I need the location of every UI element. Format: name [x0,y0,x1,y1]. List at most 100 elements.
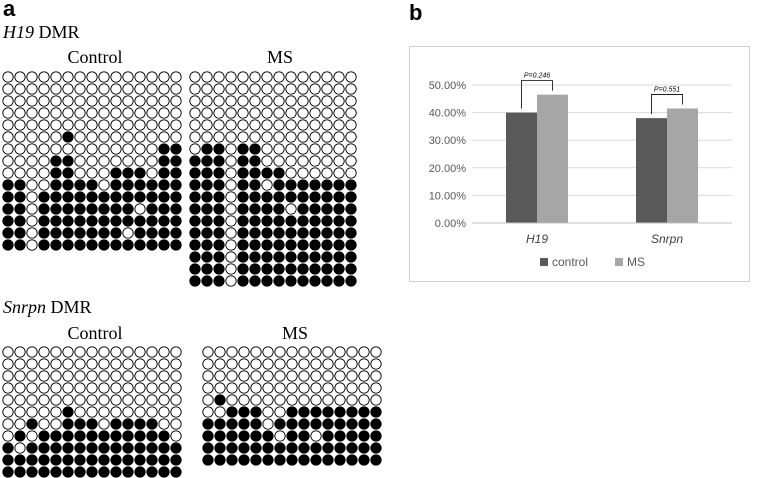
snrpn-ms-unmethylated-cpg [262,406,274,418]
h19-ms-unmethylated-cpg [237,131,249,143]
h19-ms-methylated-cpg [261,275,273,287]
h19-control-unmethylated-cpg [122,143,134,155]
h19-ms-unmethylated-cpg [261,107,273,119]
h19-ms-unmethylated-cpg [225,203,237,215]
snrpn-control-methylation-grid [2,346,182,478]
snrpn-control-unmethylated-cpg [14,418,26,430]
h19-control-unmethylated-cpg [38,155,50,167]
h19-ms-methylated-cpg [213,155,225,167]
h19-ms-unmethylated-cpg [321,71,333,83]
snrpn-ms-unmethylated-cpg [346,346,358,358]
h19-ms-unmethylated-cpg [345,119,357,131]
h19-ms-unmethylated-cpg [249,107,261,119]
snrpn-control-unmethylated-cpg [62,346,74,358]
snrpn-control-unmethylated-cpg [134,406,146,418]
snrpn-ms-unmethylated-cpg [214,346,226,358]
snrpn-control-methylated-cpg [110,418,122,430]
h19-control-unmethylated-cpg [110,119,122,131]
snrpn-control-unmethylated-cpg [146,358,158,370]
snrpn-ms-methylated-cpg [322,430,334,442]
h19-control-unmethylated-cpg [14,143,26,155]
snrpn-control-unmethylated-cpg [14,394,26,406]
h19-control-methylated-cpg [50,155,62,167]
snrpn-control-unmethylated-cpg [74,358,86,370]
h19-ms-unmethylated-cpg [285,119,297,131]
snrpn-ms-methylated-cpg [370,442,382,454]
snrpn-ms-methylated-cpg [238,406,250,418]
snrpn-ms-unmethylated-cpg [214,358,226,370]
h19-control-unmethylated-cpg [26,239,38,251]
h19-control-unmethylated-cpg [146,119,158,131]
h19-ms-methylated-cpg [285,263,297,275]
snrpn-ms-unmethylated-cpg [226,346,238,358]
h19-control-unmethylated-cpg [26,215,38,227]
panel-a-label: a [3,0,16,21]
h19-ms-methylated-cpg [249,263,261,275]
snrpn-ms-methylated-cpg [322,406,334,418]
h19-control-methylated-cpg [110,215,122,227]
h19-control-methylated-cpg [62,131,74,143]
h19-ms-methylated-cpg [333,179,345,191]
snrpn-ms-methylation-grid [202,346,382,466]
snrpn-control-methylated-cpg [158,466,170,478]
h19-ms-methylated-cpg [309,179,321,191]
y-tick-label: 30.00% [429,135,467,147]
h19-ms-unmethylated-cpg [333,167,345,179]
snrpn-control-unmethylated-cpg [62,370,74,382]
h19-ms-unmethylated-cpg [321,107,333,119]
h19-ms-methylated-cpg [345,203,357,215]
h19-ms-unmethylated-cpg [261,143,273,155]
snrpn-ms-unmethylated-cpg [274,406,286,418]
h19-ms-methylated-cpg [249,203,261,215]
snrpn-ms-methylated-cpg [250,442,262,454]
snrpn-ms-unmethylated-cpg [226,394,238,406]
snrpn-control-unmethylated-cpg [86,370,98,382]
snrpn-control-unmethylated-cpg [50,382,62,394]
h19-control-unmethylated-cpg [2,71,14,83]
h19-ms-methylated-cpg [273,227,285,239]
snrpn-ms-unmethylated-cpg [322,370,334,382]
h19-ms-methylated-cpg [297,215,309,227]
legend-label-control: control [552,255,588,269]
snrpn-control-methylated-cpg [146,430,158,442]
h19-control-methylated-cpg [122,191,134,203]
snrpn-ms-unmethylated-cpg [298,382,310,394]
snrpn-ms-methylated-cpg [286,430,298,442]
snrpn-control-unmethylated-cpg [26,394,38,406]
snrpn-control-methylated-cpg [74,442,86,454]
h19-ms-unmethylated-cpg [309,155,321,167]
snrpn-control-unmethylated-cpg [38,346,50,358]
h19-ms-methylated-cpg [261,239,273,251]
snrpn-ms-unmethylated-cpg [334,346,346,358]
snrpn-control-methylated-cpg [26,442,38,454]
h19-ms-unmethylated-cpg [225,191,237,203]
h19-ms-unmethylated-cpg [309,143,321,155]
h19-control-unmethylated-cpg [26,71,38,83]
h19-control-unmethylated-cpg [146,71,158,83]
snrpn-control-methylated-cpg [86,442,98,454]
h19-control-unmethylated-cpg [38,71,50,83]
h19-control-unmethylated-cpg [158,119,170,131]
h19-ms-methylated-cpg [333,215,345,227]
snrpn-control-unmethylated-cpg [98,358,110,370]
h19-ms-unmethylated-cpg [285,107,297,119]
h19-section-title: H19 DMR [3,23,80,41]
h19-control-unmethylated-cpg [26,155,38,167]
snrpn-control-unmethylated-cpg [146,382,158,394]
h19-ms-methylated-cpg [249,275,261,287]
h19-control-unmethylated-cpg [38,107,50,119]
snrpn-control-methylated-cpg [86,466,98,478]
h19-ms-methylated-cpg [237,179,249,191]
h19-control-unmethylated-cpg [110,131,122,143]
h19-ms-methylated-cpg [345,251,357,263]
snrpn-ms-methylated-cpg [226,418,238,430]
h19-ms-methylated-cpg [309,251,321,263]
h19-ms-methylated-cpg [333,203,345,215]
h19-control-unmethylated-cpg [26,83,38,95]
h19-ms-unmethylated-cpg [273,119,285,131]
h19-control-unmethylated-cpg [122,227,134,239]
h19-control-methylated-cpg [74,191,86,203]
h19-ms-methylated-cpg [213,227,225,239]
h19-control-methylated-cpg [62,239,74,251]
snrpn-control-unmethylated-cpg [170,370,182,382]
